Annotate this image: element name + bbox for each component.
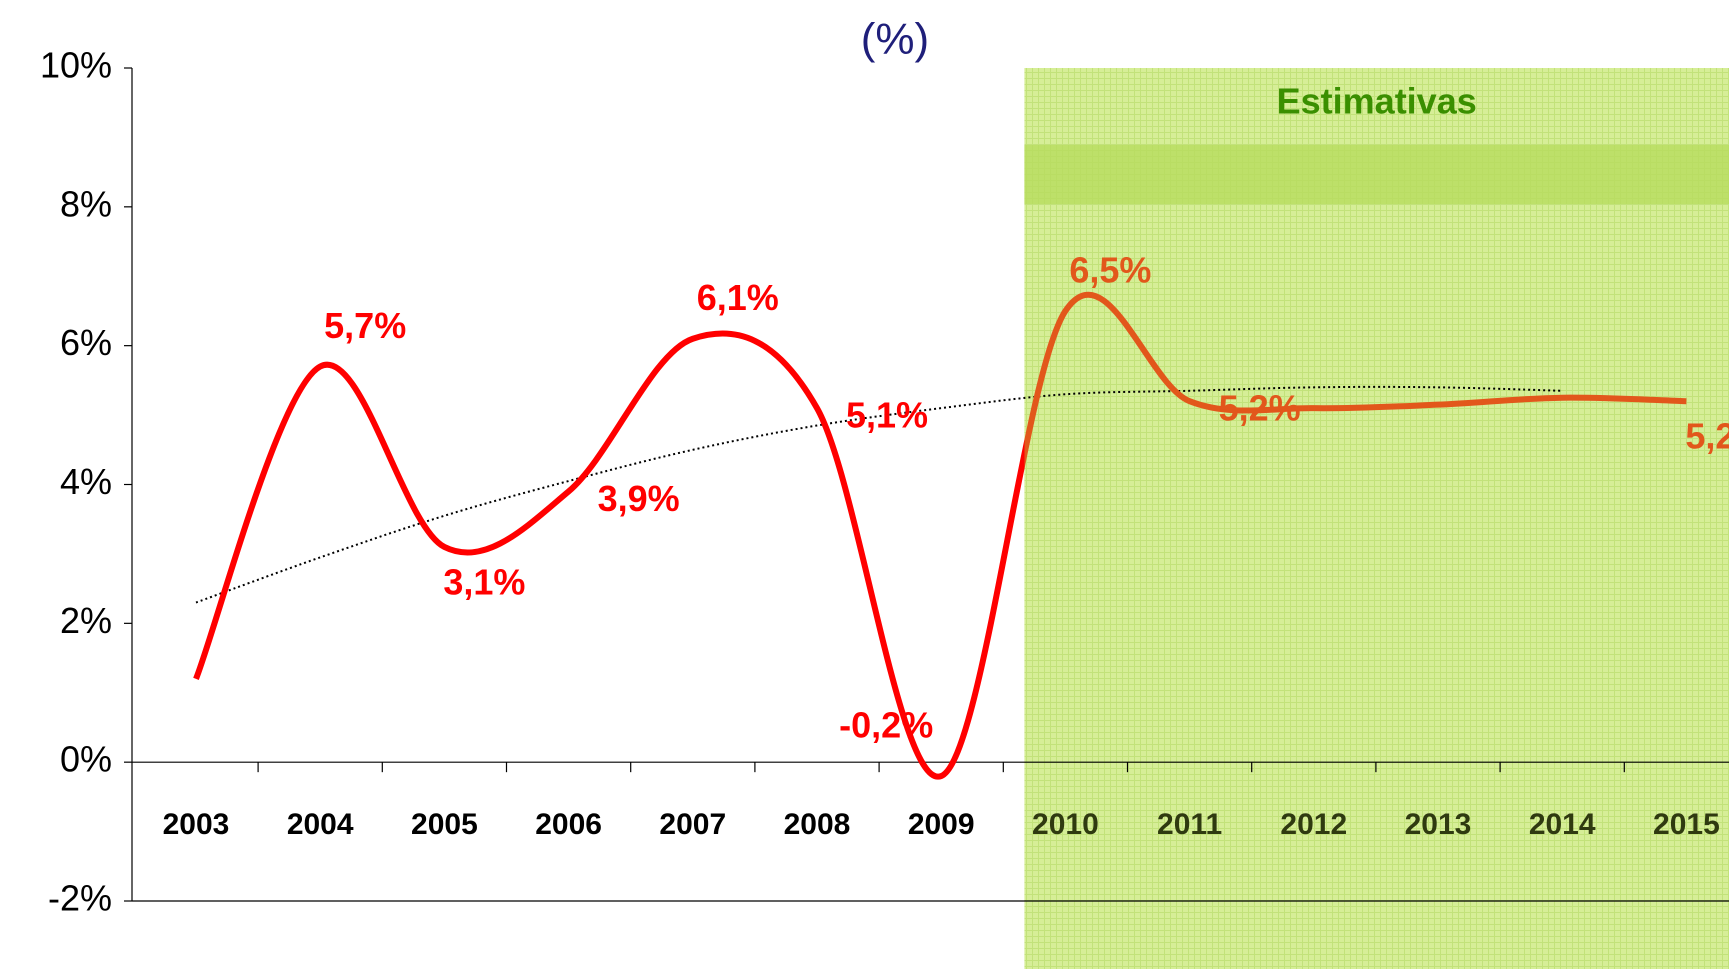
chart-title: (%) xyxy=(861,15,929,64)
x-tick-label: 2013 xyxy=(1405,808,1472,841)
data-label: 3,1% xyxy=(443,561,525,602)
data-line xyxy=(193,291,1687,780)
forecast-region xyxy=(1024,68,1729,969)
data-label: 6,5% xyxy=(1069,249,1151,290)
x-tick-label: 2009 xyxy=(908,808,975,841)
x-tick-label: 2007 xyxy=(659,808,726,841)
data-label: 3,9% xyxy=(598,478,680,519)
x-tick-label: 2010 xyxy=(1032,808,1099,841)
x-tick-label: 2015 xyxy=(1653,808,1720,841)
forecast-band xyxy=(1024,145,1729,204)
y-tick-label: 2% xyxy=(60,600,112,641)
x-tick-label: 2008 xyxy=(784,808,851,841)
y-tick-label: -2% xyxy=(48,878,112,919)
data-label: 5,7% xyxy=(324,305,406,346)
y-tick-label: 6% xyxy=(60,322,112,363)
y-tick-label: 0% xyxy=(60,739,112,780)
y-tick-label: 4% xyxy=(60,461,112,502)
forecast-label: Estimativas xyxy=(1277,81,1477,122)
data-label: 5,2% xyxy=(1219,388,1301,429)
x-tick-label: 2005 xyxy=(411,808,478,841)
y-tick-label: 10% xyxy=(40,45,112,86)
x-tick-label: 2012 xyxy=(1280,808,1347,841)
x-tick-label: 2014 xyxy=(1529,808,1596,841)
x-tick-label: 2011 xyxy=(1157,808,1222,841)
data-label: 5,1% xyxy=(846,395,928,436)
x-tick-label: 2003 xyxy=(163,808,230,841)
data-label: 6,1% xyxy=(697,277,779,318)
data-label: 5,2% xyxy=(1685,416,1729,457)
x-tick-label: 2006 xyxy=(535,808,602,841)
data-label: -0,2% xyxy=(839,705,933,746)
forecast-area xyxy=(1024,68,1729,969)
y-tick-label: 8% xyxy=(60,183,112,224)
x-tick-label: 2004 xyxy=(287,808,354,841)
